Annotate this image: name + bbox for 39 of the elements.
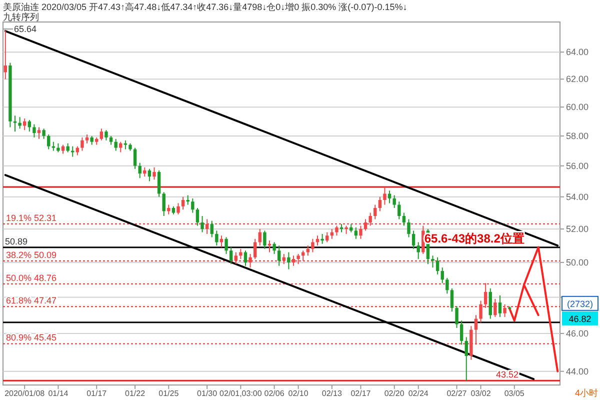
y-tick-label: 58.00 xyxy=(566,130,589,141)
annotation: 65.64 xyxy=(14,24,37,34)
x-tick-label: 03/05 xyxy=(504,389,525,398)
text: 4小时 xyxy=(574,388,598,398)
x-tick-label: 02/20 xyxy=(384,389,405,398)
y-tick-label: 60.00 xyxy=(566,102,589,112)
x-tick-label: 01/17 xyxy=(86,389,108,398)
ref-line-label: 38.2% 50.09 xyxy=(6,250,57,260)
ref-line-label: 80.9% 45.45 xyxy=(6,332,57,343)
y-tick-label: 64.00 xyxy=(566,47,589,58)
y-tick-label: 62.00 xyxy=(566,74,589,84)
ref-line-label: 43.52 xyxy=(496,370,518,380)
x-tick-label: 02/10 xyxy=(288,389,309,398)
x-tick-label: 01/30 xyxy=(197,389,218,398)
ref-line-label: 61.8% 47.47 xyxy=(6,296,57,306)
y-tick-label: 50.00 xyxy=(566,257,589,268)
x-tick-label: 01/22 xyxy=(125,389,146,398)
x-tick-label: 02/06 xyxy=(264,389,285,398)
ref-line-label: 19.1% 52.31 xyxy=(6,212,57,223)
y-tick-label: 44.00 xyxy=(566,366,589,376)
y-tick-label: 54.00 xyxy=(566,192,589,202)
x-tick-label: 03/02 xyxy=(470,389,492,398)
text: (2732) xyxy=(566,298,594,309)
x-tick-label: 02/27 xyxy=(446,389,468,398)
x-tick-label: 02/01,03:00 xyxy=(220,389,262,398)
text: 九转序列 xyxy=(3,12,39,22)
x-tick-label: 02/17 xyxy=(350,389,372,398)
chart-title: 美原油连 2020/03/05 开47.43↑高47.48↓低47.34↑收47.36↓量4798↓仓0↓增0 振0.30% 涨(-0.07)-0.15%↓ xyxy=(3,2,408,12)
x-tick-label: 01/25 xyxy=(158,389,180,398)
y-tick-label: 46.00 xyxy=(566,328,589,338)
ref-line-label: 50.89 xyxy=(5,236,28,246)
x-tick-label: 02/13 xyxy=(322,389,342,398)
y-tick-label: 52.00 xyxy=(566,224,589,234)
ref-line-label: 50.0% 48.76 xyxy=(6,272,57,283)
y-tick-label: 56.00 xyxy=(566,160,589,171)
x-tick-label: 2020/01/08 xyxy=(4,389,46,398)
annotation: 46.82 xyxy=(568,314,592,324)
x-tick-label: 01/14 xyxy=(48,389,69,398)
x-tick-label: 02/24 xyxy=(408,389,429,398)
